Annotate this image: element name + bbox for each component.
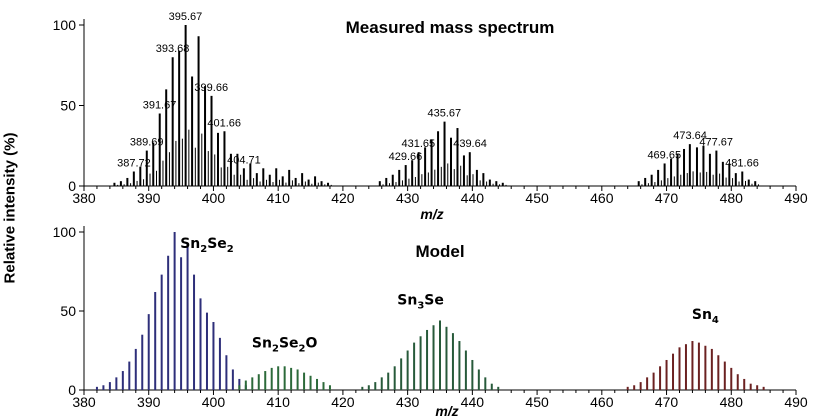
species-subscript: 4 [712,315,719,326]
peak-value-label: 481.66 [725,158,759,170]
peak-value-label: 387.72 [117,158,151,170]
species-label: Sn3Se [397,293,444,312]
top-x-tick-label: 410 [267,190,291,206]
species-text: O [305,335,317,351]
top-x-tick-label: 480 [720,190,744,206]
top-x-tick-label: 390 [137,190,161,206]
top-y-tick-label: 100 [53,17,77,33]
bottom-x-tick-label: 470 [655,394,679,410]
top-x-tick-label: 440 [461,190,485,206]
species-text: Sn [180,236,200,252]
peak-value-label: 477.67 [699,137,733,149]
y-axis-label: Relative intensity (%) [1,132,19,284]
species-text: Se [279,335,299,351]
peak-value-label: 439.64 [453,138,487,150]
top-x-tick-label: 400 [202,190,226,206]
top-x-tick-label: 380 [72,190,96,206]
species-text: Se [424,293,444,309]
peak-value-label: 389.69 [130,137,164,149]
peak-value-label: 401.66 [207,117,241,129]
bottom-x-tick-label: 430 [396,394,420,410]
species-subscript: 2 [272,343,279,354]
top-chart-title: Measured mass spectrum [346,18,555,37]
peak-value-label: 399.66 [194,82,228,94]
species-subscript: 2 [200,244,207,255]
top-y-tick-label: 50 [60,98,76,114]
bottom-y-tick-label: 100 [53,224,77,240]
species-text: Se [207,236,227,252]
bottom-x-tick-label: 380 [72,394,96,410]
bottom-x-tick-label: 440 [461,394,485,410]
bottom-x-tick-label: 460 [590,394,614,410]
top-x-tick-label: 450 [525,190,549,206]
species-label: Sn2Se2O [252,335,318,354]
bottom-x-axis-label: m/z [435,403,458,416]
species-label: Sn4 [692,307,719,326]
peak-value-label: 473.64 [673,130,707,142]
top-x-tick-label: 460 [590,190,614,206]
species-subscript: 3 [417,301,424,312]
species-text: Sn [397,293,417,309]
peak-value-label: 404.71 [227,154,261,166]
peak-value-label: 393.68 [156,43,190,55]
peak-value-label: 395.67 [169,11,203,23]
species-text: Sn [252,335,272,351]
bottom-x-tick-label: 400 [202,394,226,410]
peak-value-label: 391.67 [143,100,177,112]
measured-spectrum-panel: Measured mass spectrum m/z 380 390 400 410 4… [53,11,808,222]
bottom-x-tick-label: 390 [137,394,161,410]
peak-value-label: 435.67 [428,108,462,120]
top-x-tick-label: 420 [331,190,355,206]
species-text: Sn [692,307,712,323]
species-label: Sn2Se2 [180,236,234,255]
bottom-x-tick-label: 480 [720,394,744,410]
model-spectrum-panel: Model m/z 380 390 400 410 420 430 440 450 460 470… [53,224,808,416]
bottom-chart-title: Model [415,242,464,261]
species-subscript: 2 [299,343,306,354]
top-x-axis-label: m/z [420,206,443,222]
peak-value-label: 469.65 [647,149,681,161]
top-x-tick-label: 470 [655,190,679,206]
species-subscript: 2 [227,244,234,255]
bottom-y-tick-label: 50 [60,303,76,319]
bottom-x-tick-label: 410 [267,394,291,410]
bottom-x-tick-label: 490 [784,394,808,410]
bottom-x-tick-label: 420 [331,394,355,410]
top-x-tick-label: 490 [784,190,808,206]
peak-value-label: 429.66 [389,151,423,163]
bottom-y-tick-label: 0 [68,382,76,398]
top-y-tick-label: 0 [68,178,76,194]
bottom-x-tick-label: 450 [525,394,549,410]
peak-value-label: 431.65 [401,138,435,150]
top-x-tick-label: 430 [396,190,420,206]
